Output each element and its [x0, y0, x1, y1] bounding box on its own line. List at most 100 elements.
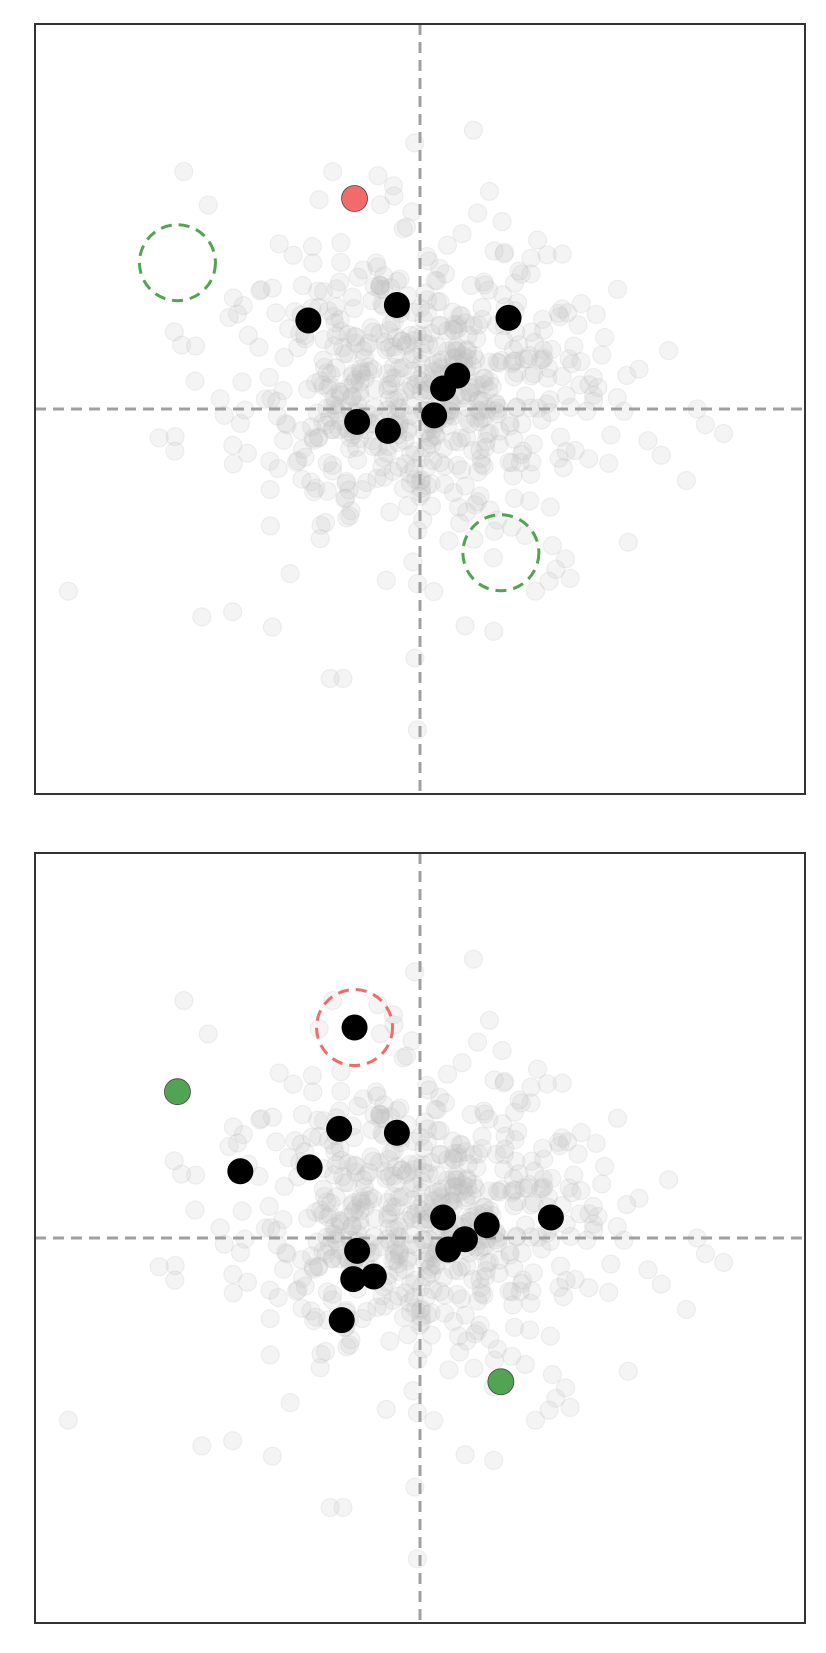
background-point — [487, 352, 507, 372]
background-point — [431, 1145, 451, 1165]
background-point — [446, 341, 466, 361]
background-point — [532, 1239, 552, 1259]
background-point — [533, 340, 553, 360]
background-point — [579, 1204, 599, 1224]
background-point — [326, 1187, 346, 1207]
background-point — [379, 320, 399, 341]
background-point — [471, 448, 491, 469]
background-point — [350, 1201, 370, 1221]
background-point — [447, 1284, 467, 1305]
background-point — [502, 353, 522, 374]
background-point — [451, 1257, 471, 1277]
background-point — [453, 1175, 474, 1195]
background-point — [586, 1133, 606, 1154]
background-point — [577, 1230, 597, 1250]
background-point — [552, 1128, 572, 1148]
background-point — [475, 437, 496, 458]
background-point — [384, 337, 404, 357]
background-point — [447, 1166, 467, 1186]
background-point — [407, 574, 427, 594]
background-point — [400, 1292, 420, 1313]
background-point — [552, 366, 572, 387]
background-point — [427, 271, 447, 291]
background-point — [434, 456, 455, 476]
background-point — [342, 366, 362, 386]
background-point — [487, 1144, 507, 1164]
background-point — [303, 1082, 323, 1102]
background-point — [365, 1208, 385, 1228]
background-point — [260, 516, 280, 536]
background-point — [507, 1192, 527, 1212]
background-point — [367, 468, 387, 488]
background-point — [537, 1074, 557, 1094]
background-point — [502, 453, 522, 473]
background-point — [427, 336, 447, 356]
background-point — [452, 388, 472, 408]
background-point — [171, 335, 192, 355]
background-point — [192, 607, 212, 627]
background-point — [393, 219, 413, 239]
background-point — [523, 434, 543, 454]
background-point — [255, 389, 275, 409]
background-point — [413, 1339, 433, 1359]
background-point — [444, 320, 464, 341]
background-point — [500, 1242, 520, 1262]
background-point — [571, 1123, 591, 1143]
background-point — [344, 1155, 364, 1175]
background-point — [457, 1170, 477, 1190]
background-point — [437, 321, 458, 341]
background-point — [428, 1182, 448, 1202]
background-point — [350, 1216, 371, 1236]
background-point — [379, 1219, 399, 1239]
background-point — [326, 358, 346, 378]
background-point — [303, 428, 323, 448]
background-point — [346, 1162, 366, 1182]
background-point — [259, 1196, 279, 1217]
background-point — [534, 1149, 554, 1169]
background-point — [260, 1345, 280, 1365]
background-point — [570, 1204, 590, 1224]
data-point — [296, 1154, 323, 1181]
background-point — [437, 341, 457, 361]
background-point — [475, 1266, 496, 1287]
background-point — [350, 372, 370, 392]
background-point — [316, 415, 336, 435]
background-point — [412, 1182, 432, 1203]
background-point — [447, 1176, 467, 1196]
background-point — [333, 668, 353, 689]
background-point — [232, 1201, 252, 1221]
background-point — [474, 272, 494, 292]
background-point — [484, 621, 504, 641]
scatter-panel-top — [34, 23, 806, 795]
background-point — [538, 368, 558, 388]
background-point — [448, 432, 468, 452]
background-point — [524, 1161, 545, 1181]
data-point — [383, 1119, 410, 1146]
background-point — [447, 341, 467, 361]
background-point — [292, 1104, 313, 1125]
background-point — [377, 363, 398, 384]
background-point — [550, 1136, 570, 1156]
background-point — [396, 1210, 416, 1231]
background-point — [556, 385, 576, 406]
background-point — [504, 1317, 525, 1337]
background-point — [370, 276, 390, 296]
background-point — [367, 1086, 387, 1106]
background-point — [460, 382, 480, 402]
background-point — [325, 313, 345, 333]
background-point — [317, 363, 337, 383]
background-point — [309, 427, 329, 447]
background-point — [370, 279, 390, 299]
background-point — [397, 1251, 417, 1271]
background-point — [385, 1250, 405, 1270]
background-point — [393, 357, 413, 378]
background-point — [363, 1189, 383, 1209]
background-point — [470, 486, 490, 506]
background-point — [402, 1031, 422, 1051]
background-point — [618, 1361, 638, 1381]
dashed-ring-marker — [137, 223, 217, 303]
background-point — [230, 1242, 251, 1263]
background-point — [695, 415, 715, 435]
background-point — [552, 1073, 572, 1093]
background-point — [474, 374, 494, 395]
